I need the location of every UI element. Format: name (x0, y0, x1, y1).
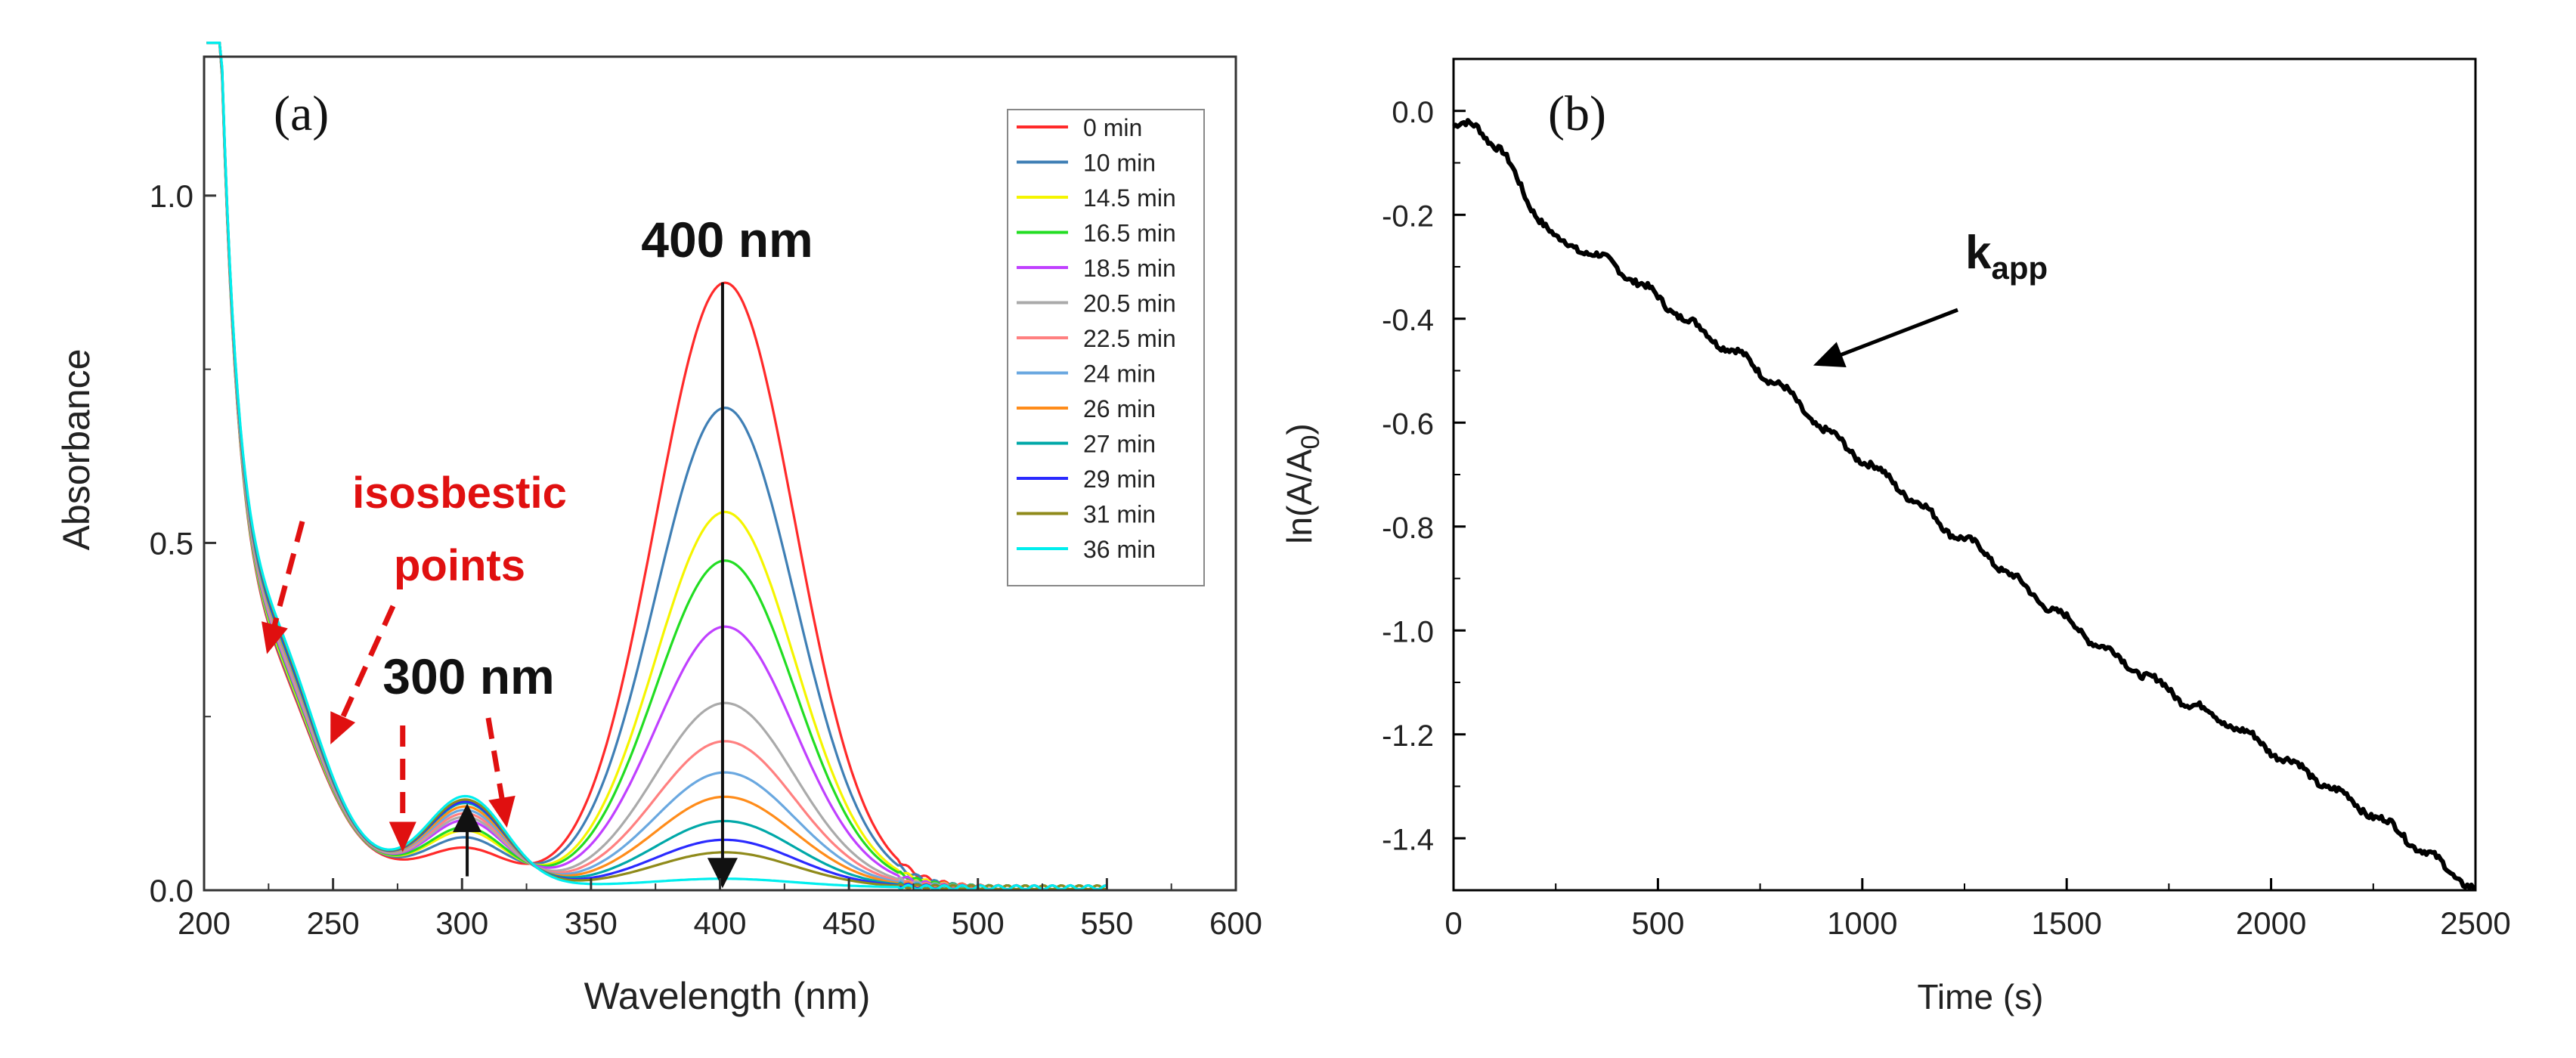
x-tick-label: 200 (178, 905, 231, 941)
isosbestic-arrow-4-head (488, 795, 516, 828)
x-tick-label: 350 (565, 905, 618, 941)
panel-b-series-lines (1452, 118, 2476, 891)
x-tick-label: 450 (822, 905, 875, 941)
y-label-end: ) (1280, 423, 1319, 435)
isosbestic-arrow-4-shaft (485, 717, 506, 802)
kapp-arrow-shaft (1838, 308, 1958, 358)
panel-b-x-axis: 0 500 1000 1500 2000 2500 (1444, 878, 2511, 941)
panel-a-spectra-chart: 200 250 300 350 400 450 500 550 600 0.0 0.5 1.0 (a… (55, 42, 1262, 1017)
isosbestic-label-line1: isosbestic (352, 469, 567, 518)
panel-a-label: (a) (274, 86, 329, 141)
legend-entry-label: 27 min (1083, 431, 1156, 458)
x-tick-label: 400 (693, 905, 746, 941)
kapp-main: k (1965, 227, 1992, 279)
x-tick-label: 1500 (2031, 905, 2101, 941)
x-tick-label: 1000 (1827, 905, 1897, 941)
kapp-label: kapp (1965, 227, 2048, 286)
y-tick-label: -0.8 (1382, 512, 1434, 545)
legend-entry-label: 14.5 min (1083, 184, 1176, 212)
x-tick-label: 300 (435, 905, 488, 941)
legend-entry-label: 0 min (1083, 114, 1142, 141)
x-tick-label: 500 (952, 905, 1005, 941)
y-tick-label: -0.4 (1382, 304, 1434, 337)
legend-entry-label: 16.5 min (1083, 220, 1176, 247)
panel-a-y-axis: 0.0 0.5 1.0 (150, 178, 216, 908)
y-tick-label: -0.2 (1382, 200, 1434, 233)
legend-frame (1007, 109, 1205, 586)
x-tick-label: 550 (1080, 905, 1133, 941)
panel-b-x-axis-label: Time (s) (1918, 977, 2044, 1016)
panel-b-kinetics-chart: 0 500 1000 1500 2000 2500 0.0 -0.2 -0.4 -0.6 -0.8… (1280, 57, 2511, 1016)
peak-400-label: 400 nm (641, 212, 813, 268)
panel-a-y-axis-label: Absorbance (55, 349, 98, 551)
panel-a-legend: 0 min 10 min 14.5 min 16.5 min 18.5 min 20.5 … (1007, 109, 1205, 586)
isosbestic-arrow-2-shaft (339, 605, 396, 721)
y-label-main: ln(A/A (1280, 449, 1319, 544)
kapp-sub: app (1991, 250, 2048, 286)
legend-entry-label: 18.5 min (1083, 255, 1176, 282)
legend-entry-label: 29 min (1083, 466, 1156, 493)
panel-b-y-axis-label: ln(A/A0) (1280, 423, 1325, 544)
x-tick-label: 250 (307, 905, 360, 941)
x-tick-label: 2500 (2440, 905, 2510, 941)
panel-a-x-axis-label: Wavelength (nm) (584, 975, 871, 1017)
x-tick-label: 0 (1444, 905, 1462, 941)
isosbestic-arrow-2-head (330, 711, 356, 744)
y-tick-label: 0.5 (150, 525, 194, 561)
peak-400-arrow-head (707, 858, 738, 889)
kapp-arrow-head (1813, 342, 1847, 368)
isosbestic-arrow-3-head (389, 821, 416, 852)
legend-entry-label: 36 min (1083, 536, 1156, 563)
legend-entry-label: 26 min (1083, 395, 1156, 422)
peak-300-label: 300 nm (382, 648, 554, 704)
kapp-arrow (1813, 308, 1958, 368)
y-tick-label: -1.2 (1382, 719, 1434, 753)
y-tick-label: 1.0 (150, 178, 194, 214)
legend-entry-label: 24 min (1083, 360, 1156, 388)
y-label-sub: 0 (1296, 435, 1325, 450)
isosbestic-label-line2: points (394, 541, 525, 590)
series-line-36-min (206, 42, 1107, 891)
panel-b-y-axis: 0.0 -0.2 -0.4 -0.6 -0.8 -1.0 -1.2 -1.4 (1382, 96, 1466, 891)
y-tick-label: -1.0 (1382, 615, 1434, 648)
y-tick-label: -0.6 (1382, 407, 1434, 441)
legend-entry-label: 20.5 min (1083, 290, 1176, 317)
panel-a-series-lines (206, 42, 1107, 891)
isosbestic-arrow-1-shaft (271, 521, 305, 629)
x-tick-label: 2000 (2236, 905, 2306, 941)
y-tick-label: 0.0 (150, 873, 194, 908)
isosbestic-arrow-1-head (262, 621, 288, 654)
x-tick-label: 500 (1631, 905, 1684, 941)
legend-entry-label: 31 min (1083, 501, 1156, 528)
panel-a-arrows (262, 282, 738, 889)
panel-b-label: (b) (1548, 86, 1606, 141)
series-line-ln-A-A0 (1452, 118, 2476, 891)
y-tick-label: -1.4 (1382, 823, 1434, 856)
x-tick-label: 600 (1209, 905, 1262, 941)
legend-entry-label: 10 min (1083, 150, 1156, 177)
peak-300-arrow-head (453, 803, 482, 833)
legend-entry-label: 22.5 min (1083, 325, 1176, 352)
y-tick-label: 0.0 (1392, 96, 1434, 129)
panel-a-x-axis: 200 250 300 350 400 450 500 550 600 (178, 878, 1262, 941)
